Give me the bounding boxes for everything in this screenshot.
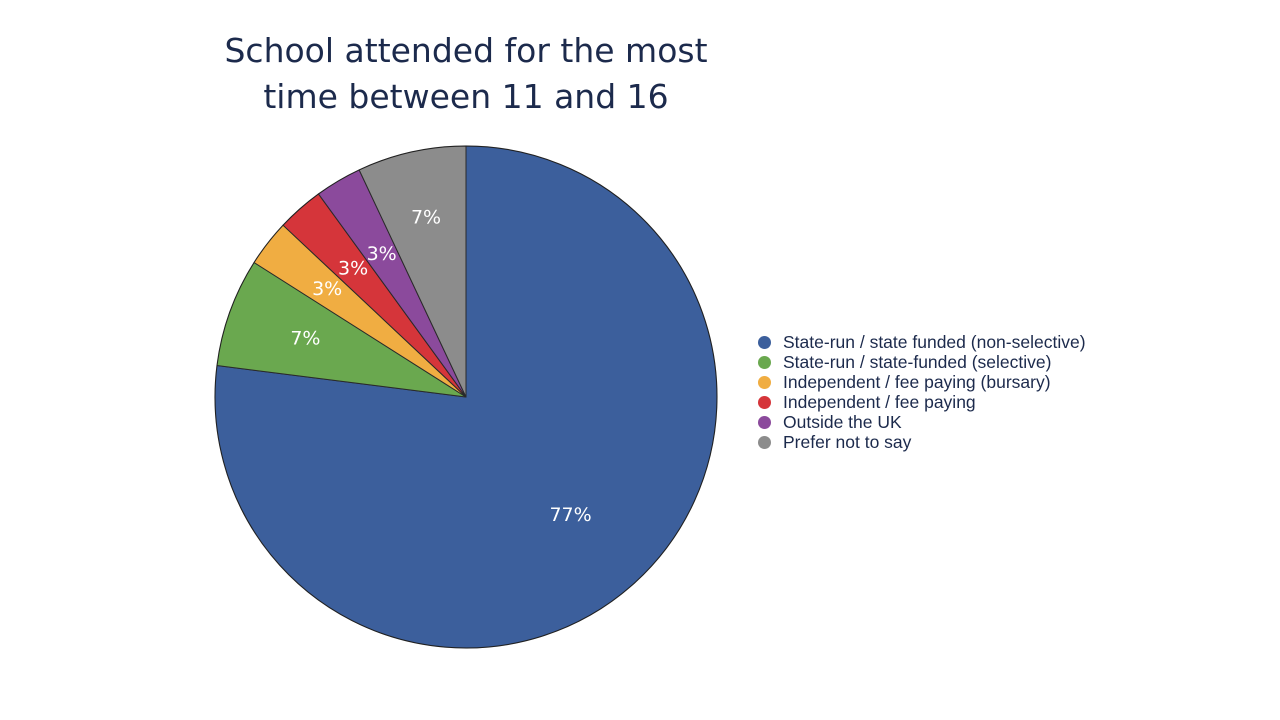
legend-label: Outside the UK <box>783 412 902 432</box>
legend-swatch <box>758 395 771 409</box>
legend-item-state-non-selective: State-run / state funded (non-selective) <box>758 332 1086 352</box>
legend-item-outside-uk: Outside the UK <box>758 412 1086 432</box>
legend-swatch <box>758 375 771 389</box>
legend-label: State-run / state-funded (selective) <box>783 352 1052 372</box>
pie-slice-label-0: 77% <box>549 504 591 526</box>
chart-title: School attended for the most time betwee… <box>200 28 732 120</box>
pie-slice-label-1: 7% <box>290 328 320 350</box>
pie-slice-label-5: 7% <box>411 207 441 229</box>
chart-legend: State-run / state funded (non-selective)… <box>758 332 1086 452</box>
legend-label: Prefer not to say <box>783 432 912 452</box>
legend-swatch <box>758 415 771 429</box>
legend-swatch <box>758 335 771 349</box>
chart-title-line-1: School attended for the most <box>224 31 708 70</box>
legend-label: Independent / fee paying (bursary) <box>783 372 1051 392</box>
legend-swatch <box>758 435 771 449</box>
legend-label: Independent / fee paying <box>783 392 976 412</box>
legend-item-state-selective: State-run / state-funded (selective) <box>758 352 1086 372</box>
pie-slice-label-2: 3% <box>312 278 342 300</box>
pie-slice-5 <box>358 145 467 398</box>
pie-slice-label-3: 3% <box>338 257 368 279</box>
pie-rim <box>214 145 718 649</box>
legend-swatch <box>758 355 771 369</box>
legend-item-independent-bursary: Independent / fee paying (bursary) <box>758 372 1086 392</box>
legend-item-prefer-not-to-say: Prefer not to say <box>758 432 1086 452</box>
chart-title-line-2: time between 11 and 16 <box>263 77 669 116</box>
legend-item-independent: Independent / fee paying <box>758 392 1086 412</box>
pie-slice-label-4: 3% <box>367 243 397 265</box>
legend-label: State-run / state funded (non-selective) <box>783 332 1086 352</box>
pie-slice-1 <box>216 262 467 398</box>
